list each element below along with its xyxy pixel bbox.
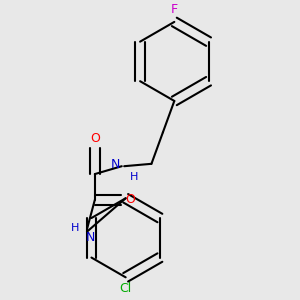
Text: F: F (171, 3, 178, 16)
Text: H: H (130, 172, 138, 182)
Text: H: H (71, 223, 79, 233)
Text: N: N (85, 231, 95, 244)
Text: N: N (111, 158, 121, 171)
Text: Cl: Cl (119, 282, 132, 295)
Text: O: O (90, 132, 100, 145)
Text: O: O (125, 194, 135, 206)
